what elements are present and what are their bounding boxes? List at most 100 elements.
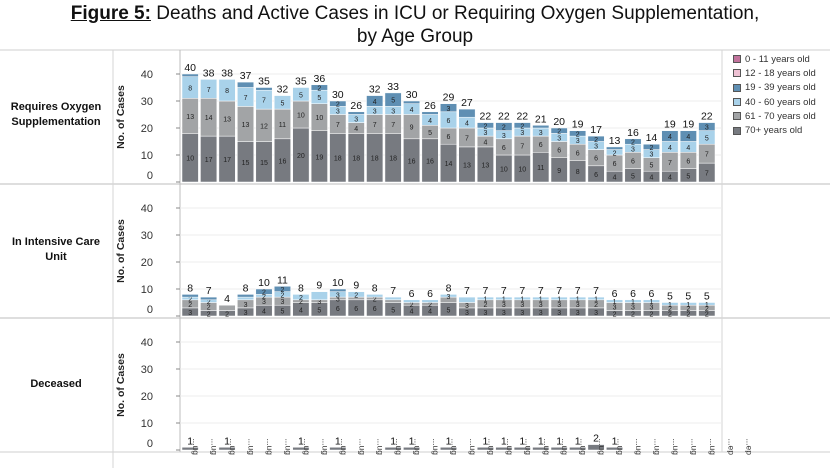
total-label: 5 bbox=[704, 291, 710, 303]
segment-label: 3 bbox=[317, 299, 321, 306]
segment-label: 5 bbox=[391, 98, 395, 105]
x-tick-label: ...ug bbox=[265, 438, 275, 455]
segment-label: 4 bbox=[428, 118, 432, 125]
total-label: 38 bbox=[221, 67, 233, 79]
total-label: 1 bbox=[519, 435, 525, 447]
segment-label: 14 bbox=[205, 115, 213, 122]
total-label: 8 bbox=[298, 282, 304, 294]
segment-label: 5 bbox=[317, 307, 321, 314]
segment-label: 7 bbox=[373, 122, 377, 129]
x-tick-label: ...ug bbox=[339, 438, 349, 455]
legend-swatch bbox=[733, 69, 741, 78]
bar-segment bbox=[569, 296, 587, 301]
legend-label: 12 - 18 years old bbox=[745, 67, 816, 79]
y-tick-label: 30 bbox=[141, 96, 153, 108]
segment-label: 4 bbox=[686, 145, 690, 152]
segment-label: 2 bbox=[557, 129, 561, 136]
segment-label: 2 bbox=[520, 123, 524, 130]
bar-segment bbox=[440, 103, 457, 113]
segment-label: 15 bbox=[242, 160, 250, 167]
figure-title-line2: by Age Group bbox=[356, 26, 474, 47]
x-tick-label: ...ug bbox=[597, 438, 607, 455]
x-tick-label: ...ug bbox=[468, 438, 478, 455]
bar-segment bbox=[624, 138, 642, 145]
bar-segment bbox=[440, 294, 457, 298]
bar-segment bbox=[347, 111, 365, 115]
bar-segment bbox=[310, 291, 328, 301]
segment-label: 16 bbox=[279, 158, 287, 165]
bar-segment bbox=[200, 296, 218, 301]
y-axis-title: No. of Cases bbox=[115, 219, 127, 283]
total-label: 21 bbox=[535, 113, 547, 125]
row-label-oxygen: Requires Oxygen Supplementation bbox=[0, 100, 112, 130]
bar-segment bbox=[237, 81, 255, 88]
x-tick-label: ...ug bbox=[634, 438, 644, 455]
segment-label: 6 bbox=[594, 156, 598, 163]
segment-label: 3 bbox=[576, 310, 580, 317]
segment-label: 16 bbox=[426, 158, 434, 165]
bar-segment bbox=[550, 296, 568, 301]
bar-segment bbox=[661, 130, 679, 142]
segment-label: 6 bbox=[539, 142, 543, 149]
x-tick-label: ...ug bbox=[505, 438, 515, 455]
total-label: 4 bbox=[224, 293, 230, 305]
legend-item: 0 - 11 years old bbox=[733, 52, 816, 66]
y-tick-label: 10 bbox=[141, 150, 153, 162]
segment-label: 8 bbox=[576, 169, 580, 176]
segment-label: 1 bbox=[631, 299, 635, 306]
bar-segment bbox=[698, 302, 716, 306]
segment-label: 5 bbox=[299, 92, 303, 99]
segment-label: 3 bbox=[539, 310, 543, 317]
bar-segment bbox=[587, 444, 605, 451]
bar-segment bbox=[384, 299, 402, 303]
segment-label: 3 bbox=[483, 310, 487, 317]
total-label: 7 bbox=[482, 285, 488, 297]
segment-label: 7 bbox=[668, 160, 672, 167]
segment-label: 5 bbox=[686, 173, 690, 180]
total-label: 1 bbox=[446, 435, 452, 447]
y-tick-label: 20 bbox=[141, 123, 153, 135]
segment-label: 3 bbox=[613, 305, 617, 312]
segment-label: 16 bbox=[408, 158, 416, 165]
segment-label: 13 bbox=[463, 162, 471, 169]
segment-label: 3 bbox=[188, 310, 192, 317]
bar-segment bbox=[255, 288, 273, 295]
segment-label: 3 bbox=[336, 108, 340, 115]
bar-segment bbox=[181, 294, 199, 298]
bar-segment bbox=[476, 122, 494, 129]
x-tick-label: ...ug bbox=[689, 438, 699, 455]
total-label: 36 bbox=[314, 73, 326, 85]
bar-segment bbox=[698, 122, 716, 131]
y-tick-label: 10 bbox=[141, 284, 153, 296]
segment-label: 4 bbox=[668, 134, 672, 141]
segment-label: 4 bbox=[410, 107, 414, 114]
bar-segment bbox=[329, 100, 347, 107]
segment-label: 12 bbox=[260, 123, 268, 130]
segment-label: 2 bbox=[668, 306, 672, 313]
segment-label: 8 bbox=[188, 86, 192, 93]
segment-label: 4 bbox=[668, 175, 672, 182]
segment-label: 11 bbox=[537, 165, 544, 172]
legend-swatch bbox=[733, 55, 741, 64]
row-label-deceased: Deceased bbox=[30, 378, 82, 390]
segment-label: 3 bbox=[649, 305, 653, 312]
bar-segment bbox=[218, 447, 236, 451]
bar-segment bbox=[329, 447, 347, 451]
bar-segment bbox=[403, 299, 421, 303]
total-label: 7 bbox=[390, 285, 396, 297]
total-label: 13 bbox=[609, 135, 621, 147]
total-label: 6 bbox=[427, 288, 433, 300]
segment-label: 2 bbox=[594, 302, 598, 309]
bar-segment bbox=[310, 84, 328, 91]
x-tick-label: ...ug bbox=[320, 438, 330, 455]
segment-label: 2 bbox=[280, 287, 284, 294]
y-axis-title: No. of Cases bbox=[115, 85, 127, 149]
bar-segment bbox=[292, 87, 310, 102]
total-label: 35 bbox=[258, 76, 270, 88]
total-label: 1 bbox=[556, 435, 562, 447]
segment-label: 2 bbox=[262, 290, 266, 297]
segment-label: 3 bbox=[354, 117, 358, 124]
x-tick-label: ...ug bbox=[357, 438, 367, 455]
x-tick-label: ...ug bbox=[431, 438, 441, 455]
